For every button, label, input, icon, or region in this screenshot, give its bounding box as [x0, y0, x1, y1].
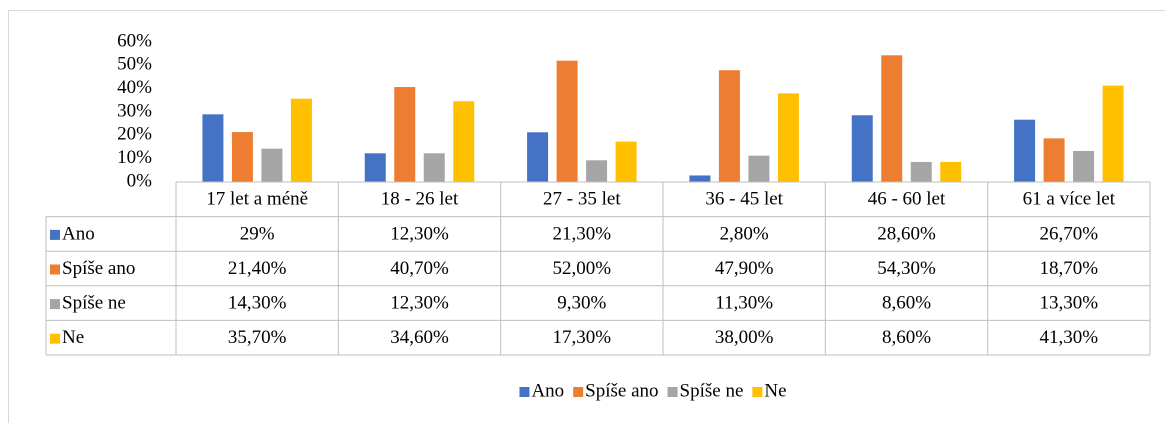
legend-key [50, 333, 60, 344]
data-label: 12,30% [390, 223, 449, 244]
bar [261, 148, 283, 182]
y-tick-label: 60% [117, 30, 152, 51]
bar [718, 70, 740, 182]
bar [1073, 150, 1095, 182]
bar [1014, 119, 1036, 182]
bar [940, 161, 962, 182]
bar [689, 175, 711, 182]
data-label: 21,30% [553, 223, 612, 244]
bar [423, 153, 445, 182]
x-tick-label: 46 - 60 let [868, 189, 946, 210]
bar [1043, 138, 1065, 182]
legend-label: Spíše ano [585, 380, 658, 401]
data-label: 8,60% [882, 327, 931, 348]
bar [586, 160, 608, 182]
legend-label: Ne [764, 380, 786, 401]
bar [290, 98, 312, 182]
data-label: 41,30% [1040, 327, 1099, 348]
bar [453, 101, 475, 182]
y-tick-label: 0% [127, 170, 153, 191]
data-label: 21,40% [228, 258, 287, 279]
bar [851, 115, 873, 182]
bar [1102, 85, 1124, 182]
bar [394, 87, 416, 182]
data-label: 11,30% [715, 292, 773, 313]
data-label: 34,60% [390, 327, 449, 348]
bar [202, 114, 224, 182]
data-label: 47,90% [715, 258, 774, 279]
legend-key [667, 387, 678, 397]
bar [777, 93, 799, 182]
data-label: 28,60% [877, 223, 936, 244]
y-tick-label: 40% [117, 77, 152, 98]
legend-label: Ano [531, 380, 564, 401]
row-label: Ano [62, 223, 95, 244]
x-tick-label: 61 a více let [1023, 189, 1116, 210]
data-label: 8,60% [882, 292, 931, 313]
bar [527, 132, 549, 182]
chart-frame [8, 10, 1165, 423]
data-label: 17,30% [553, 327, 612, 348]
legend: Ano Spíše ano Spíše ne Ne [519, 380, 787, 401]
bar [748, 155, 770, 182]
x-tick-label: 36 - 45 let [705, 189, 783, 210]
y-tick-label: 10% [117, 147, 152, 168]
legend-key [50, 264, 60, 275]
x-tick-label: 17 let a méně [206, 189, 308, 210]
legend-key [50, 299, 60, 310]
data-label: 26,70% [1040, 223, 1099, 244]
data-label: 40,70% [390, 258, 449, 279]
data-label: 29% [240, 223, 275, 244]
x-tick-label: 18 - 26 let [381, 189, 459, 210]
data-label: 2,80% [720, 223, 769, 244]
legend-key [519, 387, 530, 397]
data-label: 13,30% [1040, 292, 1099, 313]
legend-label: Spíše ne [680, 380, 744, 401]
legend-key [50, 229, 60, 240]
bar [231, 132, 253, 182]
x-tick-label: 27 - 35 let [543, 189, 621, 210]
row-label: Spíše ne [62, 292, 126, 313]
data-label: 38,00% [715, 327, 774, 348]
data-label: 52,00% [553, 258, 612, 279]
data-label: 18,70% [1040, 258, 1099, 279]
row-label: Ne [62, 327, 84, 348]
data-label: 9,30% [557, 292, 606, 313]
legend-key [752, 387, 763, 397]
bar [364, 153, 386, 182]
y-tick-label: 30% [117, 100, 152, 121]
row-label: Spíše ano [62, 258, 135, 279]
legend-key [573, 387, 584, 397]
bar [615, 141, 637, 182]
y-tick-label: 50% [117, 54, 152, 75]
bar [556, 60, 578, 182]
data-label: 14,30% [228, 292, 287, 313]
bar [910, 161, 932, 182]
bar [881, 55, 903, 182]
data-label: 35,70% [228, 327, 287, 348]
data-label: 12,30% [390, 292, 449, 313]
data-label: 54,30% [877, 258, 936, 279]
y-tick-label: 20% [117, 124, 152, 145]
